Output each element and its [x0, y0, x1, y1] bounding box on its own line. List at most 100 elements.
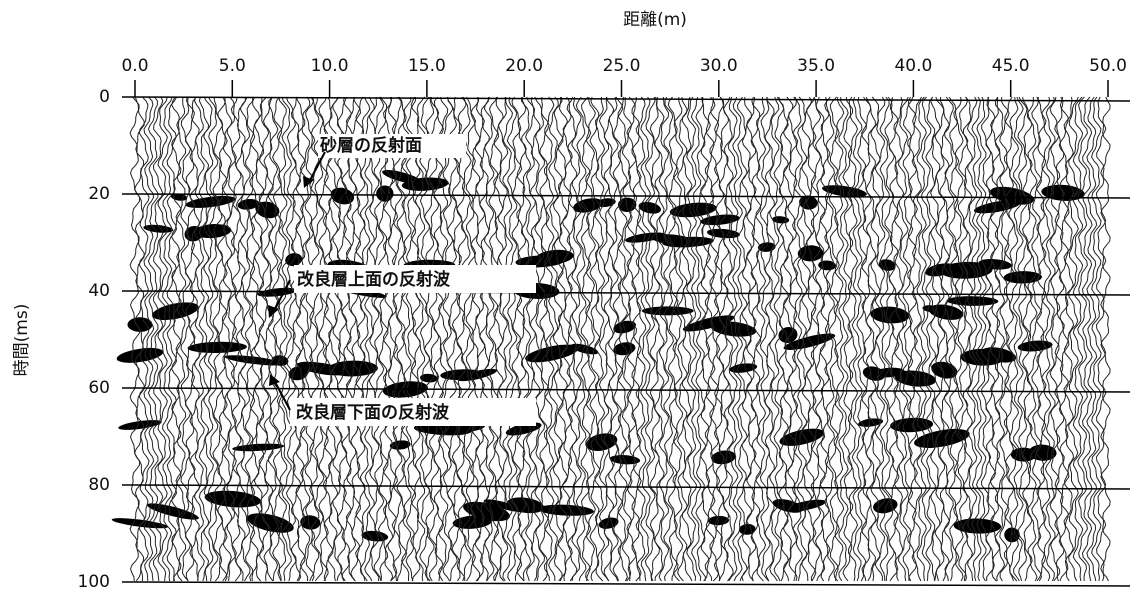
wiggle-trace — [493, 96, 504, 582]
wiggle-trace — [189, 96, 200, 581]
wiggle-trace — [589, 96, 601, 582]
wiggle-trace — [364, 96, 375, 582]
wiggle-trace — [433, 96, 445, 582]
wiggle-trace — [874, 96, 886, 582]
grid — [134, 96, 1131, 587]
wiggle-trace — [203, 96, 214, 582]
wiggle-trace — [594, 96, 606, 582]
wiggle-trace — [1100, 96, 1111, 582]
wiggle-trace — [355, 96, 366, 582]
wiggle-trace — [262, 96, 274, 582]
x-tick-label: 20.0 — [505, 56, 543, 76]
wiggle-trace — [621, 97, 633, 582]
wiggle-trace — [281, 96, 292, 582]
wiggle-trace — [543, 96, 555, 582]
y-tick-label: 60 — [88, 378, 110, 398]
wiggle-trace — [893, 96, 905, 582]
wiggle-trace — [585, 96, 596, 582]
annotation-text: 砂層の反射面 — [320, 135, 422, 156]
y-tick-label: 80 — [88, 475, 110, 495]
wiggle-trace — [1044, 96, 1056, 582]
wiggle-trace — [1072, 96, 1084, 582]
wiggle-trace — [948, 96, 960, 582]
wiggle-trace — [134, 96, 145, 582]
wiggle-trace — [423, 97, 435, 582]
wiggle-trace — [488, 96, 500, 582]
wiggle-trace — [718, 96, 730, 582]
wiggle-trace — [631, 96, 642, 582]
wiggle-trace — [332, 96, 343, 582]
wiggle-trace — [966, 96, 978, 582]
wiggle-trace — [732, 96, 743, 582]
wiggle-trace — [847, 96, 859, 582]
wiggle-trace — [285, 96, 297, 582]
reflection-blob — [185, 195, 236, 208]
wiggle-trace — [575, 96, 587, 582]
wiggle-trace — [1077, 96, 1089, 582]
reflection-blob — [596, 198, 616, 208]
x-tick-label: 10.0 — [311, 56, 349, 76]
reflection-blob — [738, 523, 756, 535]
reflection-blob — [928, 304, 964, 320]
y-axis-label: 時間(ms) — [12, 304, 32, 377]
x-tick-label: 25.0 — [603, 56, 641, 76]
wiggle-trace — [1013, 96, 1024, 582]
wiggle-trace — [359, 96, 371, 582]
reflection-blob — [858, 418, 884, 427]
wiggle-trace — [962, 96, 973, 582]
wiggle-trace — [1035, 96, 1047, 582]
wiggle-traces — [111, 96, 1111, 582]
x-tick-label: 40.0 — [894, 56, 932, 76]
wiggle-trace — [580, 96, 592, 582]
wiggle-trace — [865, 96, 876, 582]
x-tick-label: 45.0 — [992, 56, 1030, 76]
wiggle-trace — [898, 96, 909, 582]
wiggle-trace — [598, 96, 610, 582]
wiggle-trace — [603, 96, 615, 582]
wiggle-trace — [207, 96, 219, 582]
wiggle-trace — [327, 96, 339, 582]
arrow-head — [268, 305, 279, 318]
wiggle-trace — [713, 96, 725, 582]
wiggle-trace — [258, 96, 270, 582]
wiggle-trace — [884, 96, 895, 581]
wiggle-trace — [1017, 96, 1029, 582]
wiggle-trace — [212, 96, 224, 582]
wiggle-trace — [920, 96, 932, 582]
wiggle-trace — [649, 96, 661, 582]
wiggle-trace — [161, 96, 173, 582]
wiggle-trace — [272, 96, 283, 582]
wiggle-trace — [930, 96, 941, 582]
reflection-blob — [821, 185, 867, 198]
wiggle-trace — [640, 96, 651, 582]
y-tick-label: 20 — [88, 184, 110, 204]
wiggle-trace — [1026, 96, 1038, 582]
wiggle-trace — [377, 96, 389, 582]
wiggle-trace — [469, 96, 481, 582]
reflection-blob — [573, 198, 603, 213]
wiggle-trace — [1022, 96, 1033, 582]
wiggle-trace — [989, 96, 1001, 582]
wiggle-trace — [456, 96, 467, 582]
reflection-blob — [170, 193, 188, 201]
wiggle-trace — [746, 96, 757, 582]
annotation: 砂層の反射面 — [303, 134, 466, 188]
reflection-blob — [946, 296, 999, 306]
wiggle-trace — [249, 96, 260, 582]
grid-line — [134, 96, 1131, 102]
wiggle-trace — [400, 96, 412, 581]
wiggle-trace — [778, 96, 789, 582]
wiggle-trace — [911, 96, 923, 582]
wiggle-trace — [230, 96, 242, 582]
wiggle-trace — [722, 96, 734, 582]
wiggle-trace — [902, 96, 914, 582]
reflection-blob — [729, 363, 758, 373]
wiggle-trace — [879, 96, 890, 582]
wiggle-trace — [1091, 96, 1102, 582]
grid-line — [134, 387, 1131, 393]
wiggle-trace — [571, 96, 582, 582]
reflection-blob — [118, 420, 162, 430]
wiggle-trace — [525, 96, 536, 582]
wiggle-trace — [1008, 96, 1020, 582]
wiggle-trace — [690, 96, 702, 582]
